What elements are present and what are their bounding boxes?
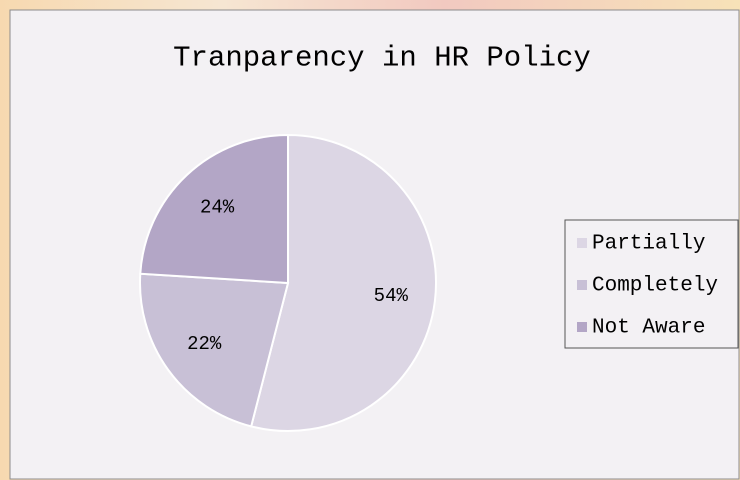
legend-label: Not Aware xyxy=(592,317,705,340)
legend-swatch xyxy=(577,280,587,290)
pie-slice xyxy=(139,272,290,428)
legend xyxy=(564,219,739,349)
pie-slice xyxy=(139,133,289,285)
legend-swatch xyxy=(577,322,587,332)
data-label: 54% xyxy=(374,285,409,307)
legend-label: Partially xyxy=(592,233,705,256)
data-label: 24% xyxy=(200,196,235,218)
pie-slice xyxy=(249,133,437,432)
legend-swatch xyxy=(577,238,587,248)
legend-label: Completely xyxy=(592,275,718,298)
data-label: 22% xyxy=(187,333,222,355)
chart-title: Tranparency in HR Policy xyxy=(173,42,591,75)
